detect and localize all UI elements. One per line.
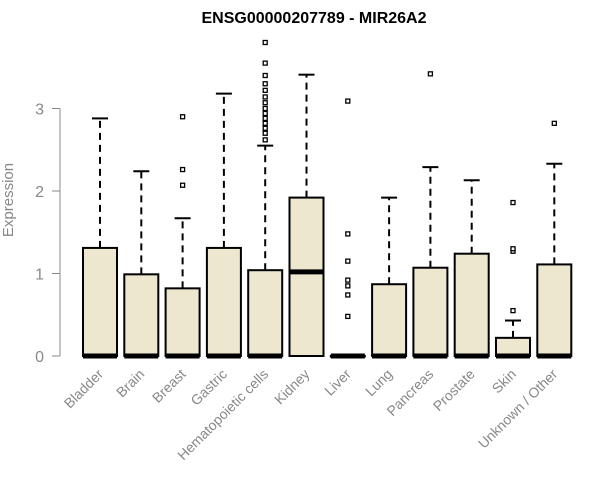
box-brain bbox=[123, 170, 160, 359]
outlier-point bbox=[510, 307, 516, 314]
outlier-point bbox=[262, 105, 268, 112]
outlier-point bbox=[262, 39, 268, 46]
box-hematopoietic-cells bbox=[247, 39, 284, 359]
iqr-box bbox=[495, 336, 531, 358]
iqr-box bbox=[123, 273, 160, 358]
iqr-box bbox=[453, 252, 490, 357]
box-bladder bbox=[82, 117, 118, 359]
outlier-point bbox=[345, 292, 351, 298]
box-breast bbox=[164, 114, 201, 359]
outlier-point bbox=[510, 246, 516, 252]
box-unknown-other bbox=[536, 120, 573, 359]
outlier-point bbox=[345, 231, 351, 237]
outlier-point bbox=[262, 100, 268, 106]
iqr-box bbox=[164, 287, 201, 358]
outlier-point bbox=[345, 277, 351, 283]
iqr-box bbox=[536, 263, 573, 357]
x-tick-label: Prostate bbox=[430, 366, 478, 414]
box-gastric bbox=[205, 92, 242, 359]
outlier-point bbox=[262, 60, 268, 66]
iqr-box bbox=[205, 246, 242, 357]
x-tick-label: Lung bbox=[362, 366, 395, 399]
outlier-point bbox=[427, 71, 434, 77]
outlier-point bbox=[179, 114, 186, 120]
outlier-point bbox=[262, 72, 268, 79]
x-tick-label: Bladder bbox=[61, 366, 107, 412]
outlier-point bbox=[345, 283, 351, 289]
outlier-point bbox=[262, 125, 268, 131]
outlier-point bbox=[262, 130, 268, 136]
outlier-point bbox=[262, 94, 268, 100]
iqr-box bbox=[371, 283, 408, 358]
outlier-point bbox=[262, 110, 268, 117]
x-tick-label: Skin bbox=[489, 366, 520, 397]
outlier-point bbox=[510, 199, 516, 206]
y-tick-label: 2 bbox=[35, 184, 44, 201]
box-liver bbox=[329, 98, 366, 359]
outlier-point bbox=[179, 182, 186, 188]
outlier-point bbox=[262, 87, 268, 93]
box-lung bbox=[371, 196, 408, 359]
y-tick-label: 1 bbox=[35, 267, 44, 284]
chart-title: ENSG00000207789 - MIR26A2 bbox=[201, 10, 426, 27]
x-tick-label: Kidney bbox=[271, 366, 313, 408]
x-tick-label: Breast bbox=[149, 366, 189, 406]
box-prostate bbox=[453, 179, 490, 359]
y-axis: 0 1 2 3 bbox=[35, 102, 61, 366]
outlier-point bbox=[345, 313, 351, 320]
box-skin bbox=[495, 199, 531, 359]
outlier-point bbox=[345, 258, 351, 264]
outlier-point bbox=[345, 98, 351, 104]
y-tick-label: 0 bbox=[35, 349, 44, 366]
iqr-box bbox=[247, 269, 284, 358]
iqr-box bbox=[412, 266, 449, 358]
boxplot-series bbox=[82, 39, 573, 359]
outlier-point bbox=[262, 137, 268, 143]
x-tick-label: Brain bbox=[113, 366, 147, 400]
box-pancreas bbox=[412, 71, 449, 359]
outlier-point bbox=[551, 120, 557, 126]
outlier-point bbox=[179, 166, 186, 173]
y-tick-label: 3 bbox=[35, 102, 44, 119]
x-tick-label: Liver bbox=[321, 366, 354, 399]
iqr-box bbox=[82, 246, 118, 357]
y-axis-label: Expression bbox=[0, 163, 17, 237]
box-kidney bbox=[288, 73, 325, 357]
iqr-box bbox=[288, 196, 325, 357]
outlier-point bbox=[262, 120, 268, 126]
outlier-point bbox=[262, 81, 268, 87]
outlier-point bbox=[262, 115, 268, 122]
